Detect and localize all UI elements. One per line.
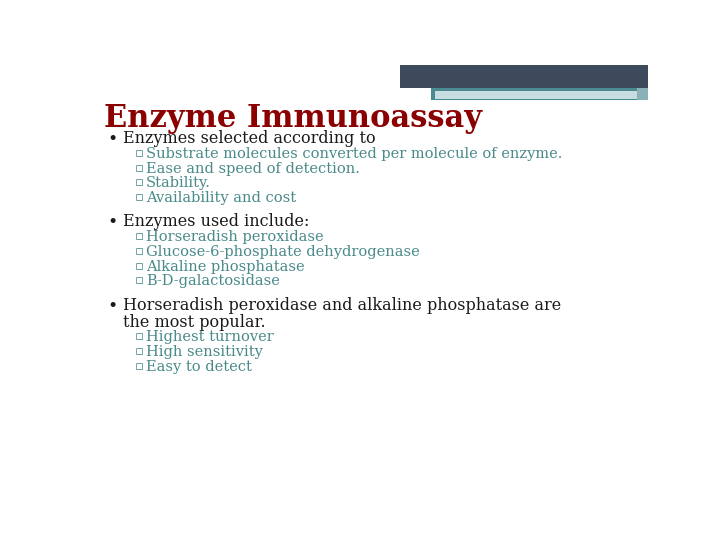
Text: ▫: ▫ [135,245,144,258]
Text: ▫: ▫ [135,260,144,273]
Text: Glucose-6-phosphate dehydrogenase: Glucose-6-phosphate dehydrogenase [145,245,420,259]
Bar [400,65,648,88]
Text: •: • [107,213,117,232]
Text: Ease and speed of detection.: Ease and speed of detection. [145,162,360,176]
Text: ▫: ▫ [135,147,144,160]
Text: Easy to detect: Easy to detect [145,360,252,374]
Text: ▫: ▫ [135,231,144,244]
Text: •: • [107,296,117,315]
Text: ▫: ▫ [135,274,144,287]
Text: •: • [107,130,117,148]
Text: the most popular.: the most popular. [122,314,265,330]
Text: Stability.: Stability. [145,177,211,191]
Text: ▫: ▫ [135,360,144,373]
Text: ▫: ▫ [135,191,144,204]
Text: Availability and cost: Availability and cost [145,191,296,205]
Text: Enzyme Immunoassay: Enzyme Immunoassay [104,103,482,134]
Text: High sensitivity: High sensitivity [145,345,263,359]
Text: Enzymes used include:: Enzymes used include: [122,213,309,231]
Text: ▫: ▫ [135,330,144,343]
Text: ▫: ▫ [135,162,144,175]
Bar [431,88,648,100]
Bar [435,91,644,99]
Text: B-D-galactosidase: B-D-galactosidase [145,274,279,288]
Text: ▫: ▫ [135,345,144,358]
Text: Enzymes selected according to: Enzymes selected according to [122,130,375,147]
Text: Horseradish peroxidase: Horseradish peroxidase [145,231,323,244]
Bar [637,88,648,100]
Text: Horseradish peroxidase and alkaline phosphatase are: Horseradish peroxidase and alkaline phos… [122,296,561,314]
Text: Highest turnover: Highest turnover [145,330,274,345]
Text: Alkaline phosphatase: Alkaline phosphatase [145,260,305,274]
Text: ▫: ▫ [135,177,144,190]
Text: Substrate molecules converted per molecule of enzyme.: Substrate molecules converted per molecu… [145,147,562,161]
